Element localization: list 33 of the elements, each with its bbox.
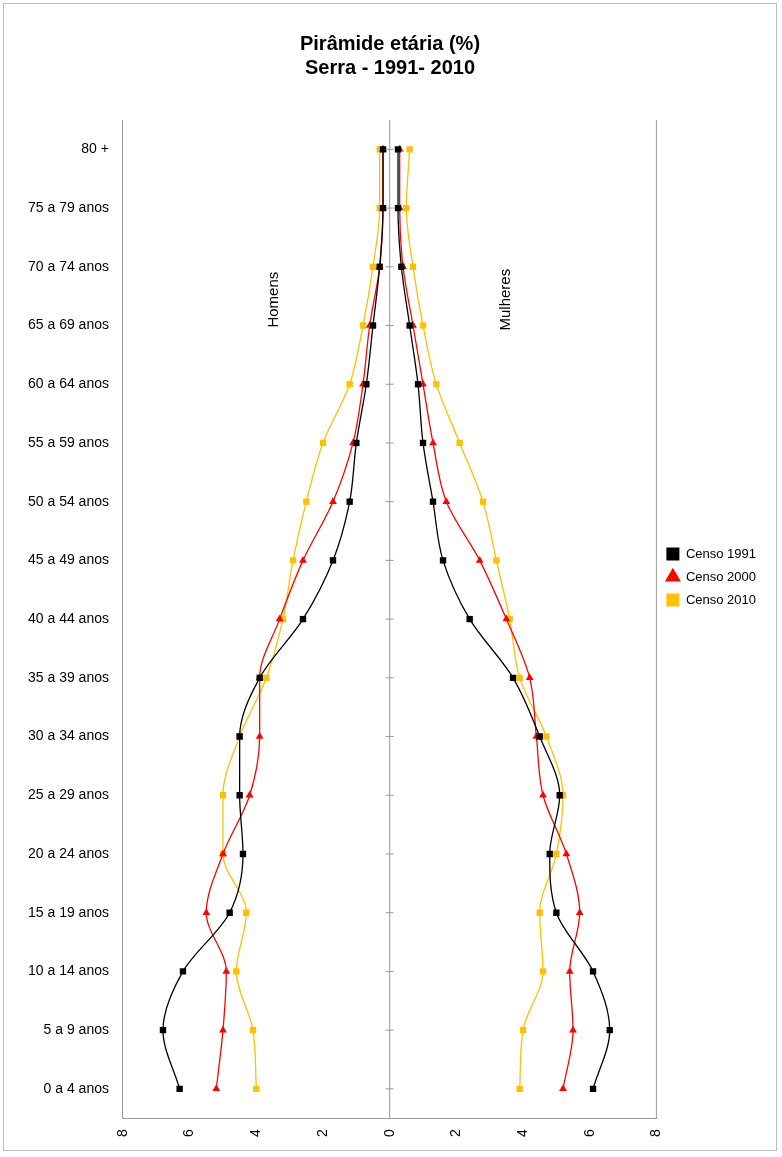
y-tick-label: 75 a 79 anos: [27, 198, 109, 215]
y-tick-label: 65 a 69 anos: [27, 316, 109, 333]
x-tick-label: 8: [113, 1129, 130, 1138]
y-tick-label: 60 a 64 anos: [27, 375, 109, 392]
x-tick-label: 4: [247, 1129, 264, 1138]
x-tick-label: 2: [313, 1129, 330, 1138]
legend-label: Censo 1991: [685, 545, 757, 561]
y-tick-label: 45 a 49 anos: [27, 551, 109, 568]
y-tick-label: 80 +: [81, 140, 109, 157]
y-tick-label: 30 a 34 anos: [27, 727, 109, 744]
x-tick-label: 6: [580, 1129, 597, 1138]
x-tick-label: 4: [513, 1129, 530, 1138]
y-tick-label: 35 a 39 anos: [27, 668, 109, 685]
y-tick-label: 50 a 54 anos: [27, 492, 109, 509]
legend-label: Censo 2010: [685, 591, 757, 607]
y-tick-label: 5 a 9 anos: [43, 1021, 109, 1037]
y-tick-label: 10 a 14 anos: [27, 962, 109, 979]
y-tick-label: 70 a 74 anos: [27, 257, 109, 274]
legend-label: Censo 2000: [685, 568, 757, 584]
chart-title: Pirâmide etária (%): [299, 31, 481, 54]
y-tick-label: 40 a 44 anos: [27, 609, 109, 626]
x-tick-label: 8: [647, 1129, 664, 1138]
y-tick-label: 15 a 19 anos: [27, 903, 109, 920]
y-tick-label: 0 a 4 anos: [43, 1079, 109, 1096]
annotation: Mulheres: [495, 268, 513, 331]
x-tick-label: 2: [447, 1129, 464, 1138]
y-tick-label: 25 a 29 anos: [27, 786, 109, 803]
y-tick-label: 20 a 24 anos: [27, 844, 109, 861]
annotation: Homens: [263, 271, 281, 328]
x-tick-label: 0: [380, 1129, 397, 1138]
y-tick-label: 55 a 59 anos: [27, 433, 109, 450]
chart-subtitle: Serra - 1991- 2010: [304, 55, 476, 78]
x-tick-label: 6: [180, 1129, 197, 1138]
